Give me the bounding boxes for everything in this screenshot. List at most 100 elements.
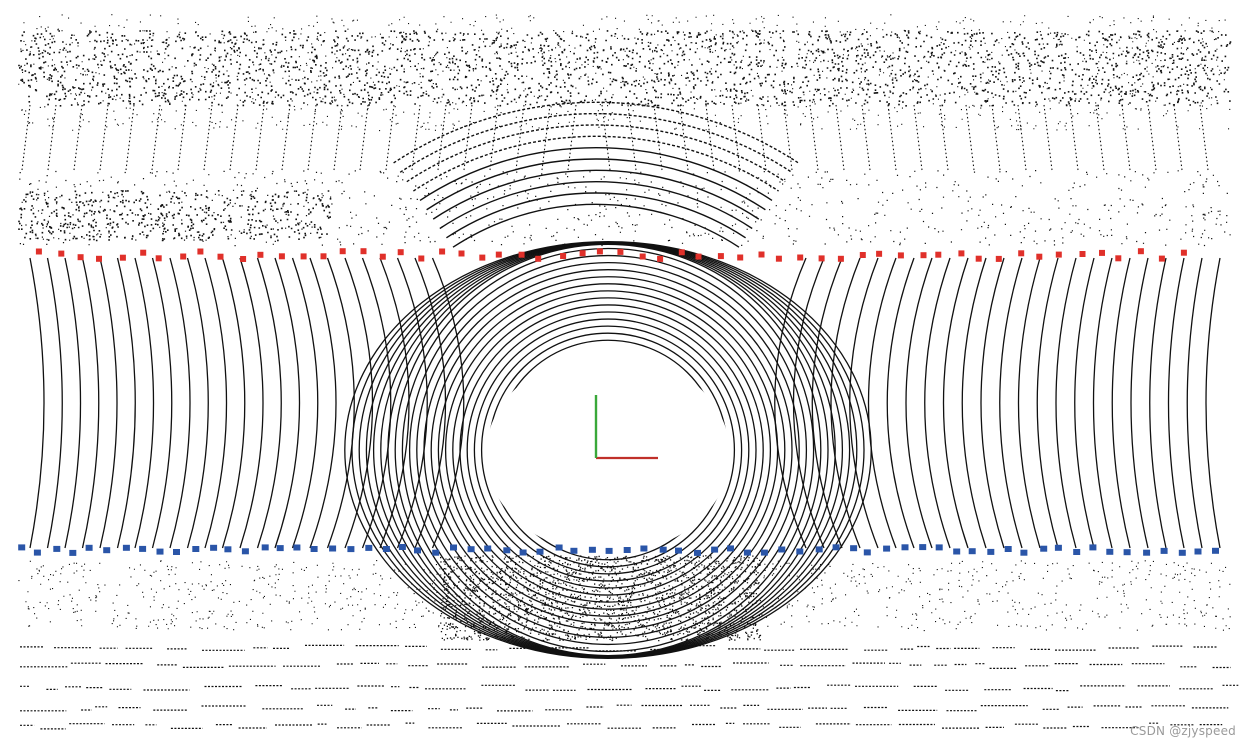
scan-line-segment <box>274 257 301 549</box>
upper-scan-arc <box>439 180 753 230</box>
scan-line-segment <box>169 257 191 549</box>
boundary-point-red <box>479 254 486 261</box>
rear-scan-row <box>20 722 1223 730</box>
scan-line-segment <box>186 257 209 549</box>
boundary-point-blue <box>139 545 147 552</box>
boundary-point-blue <box>484 545 492 552</box>
boundary-point-blue <box>536 548 544 555</box>
boundary-point-red <box>617 248 624 255</box>
boundary-point-blue <box>519 549 527 556</box>
scan-line-segment <box>1111 257 1131 549</box>
boundary-point-blue <box>18 544 26 551</box>
boundary-point-red <box>119 254 126 261</box>
boundary-point-red <box>560 253 567 259</box>
boundary-point-red <box>935 251 942 258</box>
boundary-point-red <box>320 253 327 260</box>
boundary-point-red <box>717 253 724 260</box>
scan-ring <box>401 247 815 653</box>
boundary-point-blue <box>694 549 701 556</box>
boundary-point-red <box>596 248 603 255</box>
scan-line-segment <box>1167 257 1185 549</box>
boundary-point-blue <box>398 544 406 550</box>
boundary-point-blue <box>1040 545 1048 552</box>
boundary-point-red <box>1079 251 1086 257</box>
boundary-point-blue <box>503 547 511 554</box>
boundary-point-blue <box>103 547 111 554</box>
scan-line-segment <box>344 257 374 549</box>
boundary-point-red <box>257 251 264 258</box>
boundary-point-blue <box>1073 549 1081 555</box>
ego-coordinate-axes <box>594 395 658 460</box>
upper-scan-arc <box>452 203 740 248</box>
boundary-point-blue <box>192 546 200 552</box>
upper-dotted-column <box>861 104 871 171</box>
upper-scan-arc <box>406 124 786 183</box>
scan-line-segment <box>116 257 136 549</box>
rear-scan-row <box>20 684 1239 692</box>
boundary-point-red <box>958 250 965 257</box>
scan-line-segment <box>134 257 155 549</box>
boundary-point-red <box>217 253 224 260</box>
scatter-cluster <box>18 190 332 242</box>
boundary-point-blue <box>450 544 457 551</box>
boundary-point-red <box>678 249 685 256</box>
boundary-point-blue <box>605 547 613 554</box>
boundary-point-blue <box>832 544 840 551</box>
boundary-point-blue <box>711 546 719 553</box>
upper-dotted-column <box>177 104 187 171</box>
upper-dotted-column <box>73 104 83 171</box>
upper-dotted-column <box>991 104 1001 171</box>
scan-ring <box>416 261 800 639</box>
boundary-point-red <box>639 253 646 260</box>
scan-line-segment <box>81 257 100 549</box>
boundary-point-red <box>397 249 404 256</box>
scan-ring <box>466 311 750 589</box>
scan-line-segment <box>924 257 951 549</box>
boundary-point-red <box>58 250 65 257</box>
scan-line-segment <box>811 257 843 549</box>
scan-line-segment <box>29 257 45 549</box>
boundary-point-blue <box>69 549 77 556</box>
blind-zone-disk <box>486 354 730 554</box>
scan-line-segment <box>1074 257 1095 549</box>
scan-line-segment <box>1149 257 1167 549</box>
upper-dotted-column <box>939 104 949 171</box>
boundary-point-red <box>240 256 247 262</box>
scan-line-segment <box>256 257 282 549</box>
boundary-point-blue <box>850 545 858 552</box>
upper-dotted-column <box>965 104 975 171</box>
boundary-point-red <box>1018 250 1025 257</box>
boundary-point-red <box>278 253 285 260</box>
upper-dotted-column <box>47 104 57 171</box>
boundary-point-red <box>518 251 525 258</box>
boundary-point-red <box>439 248 446 255</box>
upper-dotted-column <box>151 104 161 171</box>
boundary-point-red <box>96 255 102 262</box>
boundary-point-blue <box>1106 548 1114 555</box>
boundary-point-red <box>1055 251 1062 258</box>
boundary-point-red <box>1137 248 1144 255</box>
boundary-point-red <box>300 253 307 260</box>
upper-dotted-column <box>255 104 265 171</box>
boundary-point-blue <box>570 547 578 554</box>
boundary-point-blue <box>224 546 232 553</box>
scan-line-segment <box>999 257 1023 549</box>
upper-dotted-column <box>541 104 551 171</box>
upper-dotted-column <box>489 104 499 171</box>
scan-line-segment <box>886 257 915 549</box>
boundary-point-blue <box>347 546 355 553</box>
boundary-point-blue <box>382 546 390 552</box>
boundary-point-blue <box>310 546 318 552</box>
scan-line-segment <box>849 257 879 549</box>
boundary-point-red <box>339 248 346 255</box>
boundary-point-blue <box>863 549 871 556</box>
upper-dotted-column <box>705 104 715 171</box>
scan-line-segment <box>942 257 969 549</box>
boundary-point-blue <box>953 548 961 555</box>
boundary-point-red <box>1158 255 1165 262</box>
boundary-point-blue <box>901 544 909 551</box>
scan-line-segment <box>431 257 465 549</box>
upper-dotted-column <box>783 104 793 171</box>
boundary-point-red <box>920 252 927 259</box>
